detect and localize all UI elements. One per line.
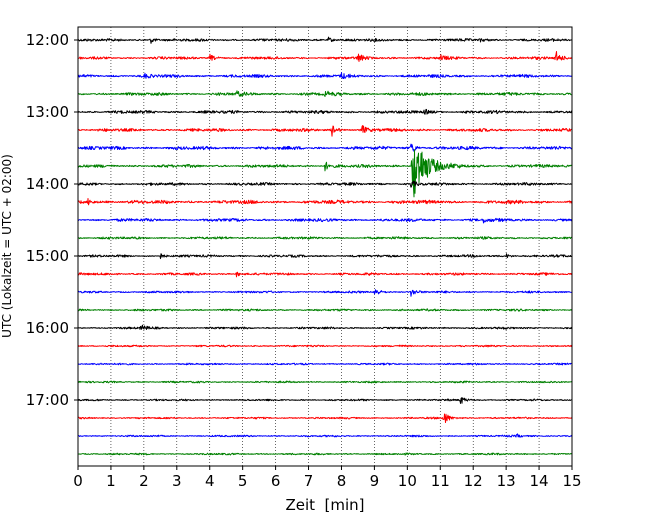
x-tick-label: 12 [464, 472, 483, 490]
trace-line [77, 253, 573, 260]
x-tick-label: 3 [172, 472, 182, 490]
trace-line [77, 108, 573, 115]
y-tick-label: 12:00 [26, 31, 69, 49]
trace-line [77, 413, 573, 424]
x-axis: 0 1 2 3 4 5 6 7 8 9 10 11 12 13 14 15 [73, 466, 582, 490]
trace-line [77, 36, 573, 44]
trace-line [77, 344, 573, 348]
x-tick-label: 2 [139, 472, 149, 490]
trace-line [77, 397, 573, 404]
trace-line [77, 143, 573, 152]
y-tick-label: 13:00 [26, 103, 69, 121]
trace-line [77, 289, 573, 297]
x-tick-label: 0 [73, 472, 83, 490]
trace-line [77, 380, 573, 384]
trace-line [77, 433, 573, 438]
trace-line [77, 362, 573, 366]
y-axis: 12:00 13:00 14:00 15:00 16:00 17:00 [26, 31, 78, 409]
x-tick-label: 14 [530, 472, 549, 490]
trace-line [77, 125, 573, 137]
trace-line [77, 217, 573, 224]
trace-line [77, 324, 573, 330]
trace-line [77, 271, 573, 278]
y-axis-label: UTC (Lokalzeit = UTC + 02:00) [0, 154, 14, 338]
x-axis-label: Zeit [min] [285, 496, 364, 514]
trace-line [77, 51, 573, 62]
y-tick-label: 15:00 [26, 247, 69, 265]
trace-line [77, 236, 573, 240]
trace-line [77, 452, 573, 456]
trace-line [77, 180, 573, 188]
trace-line [77, 149, 573, 198]
y-tick-label: 17:00 [26, 391, 69, 409]
plot-frame [77, 26, 573, 467]
trace-line [77, 90, 573, 98]
x-tick-label: 8 [337, 472, 347, 490]
x-tick-label: 1 [106, 472, 116, 490]
x-tick-label: 11 [431, 472, 450, 490]
x-tick-label: 4 [205, 472, 215, 490]
y-tick-label: 16:00 [26, 319, 69, 337]
x-tick-label: 5 [238, 472, 248, 490]
x-tick-label: 10 [398, 472, 417, 490]
x-tick-label: 15 [562, 472, 581, 490]
trace-group [77, 36, 573, 456]
trace-line [77, 308, 573, 312]
vertical-grid [110, 27, 540, 466]
x-tick-label: 6 [271, 472, 281, 490]
x-tick-label: 9 [370, 472, 380, 490]
x-tick-label: 13 [497, 472, 516, 490]
x-tick-label: 7 [304, 472, 314, 490]
trace-line [77, 72, 573, 80]
y-tick-label: 14:00 [26, 175, 69, 193]
trace-line [77, 198, 573, 206]
